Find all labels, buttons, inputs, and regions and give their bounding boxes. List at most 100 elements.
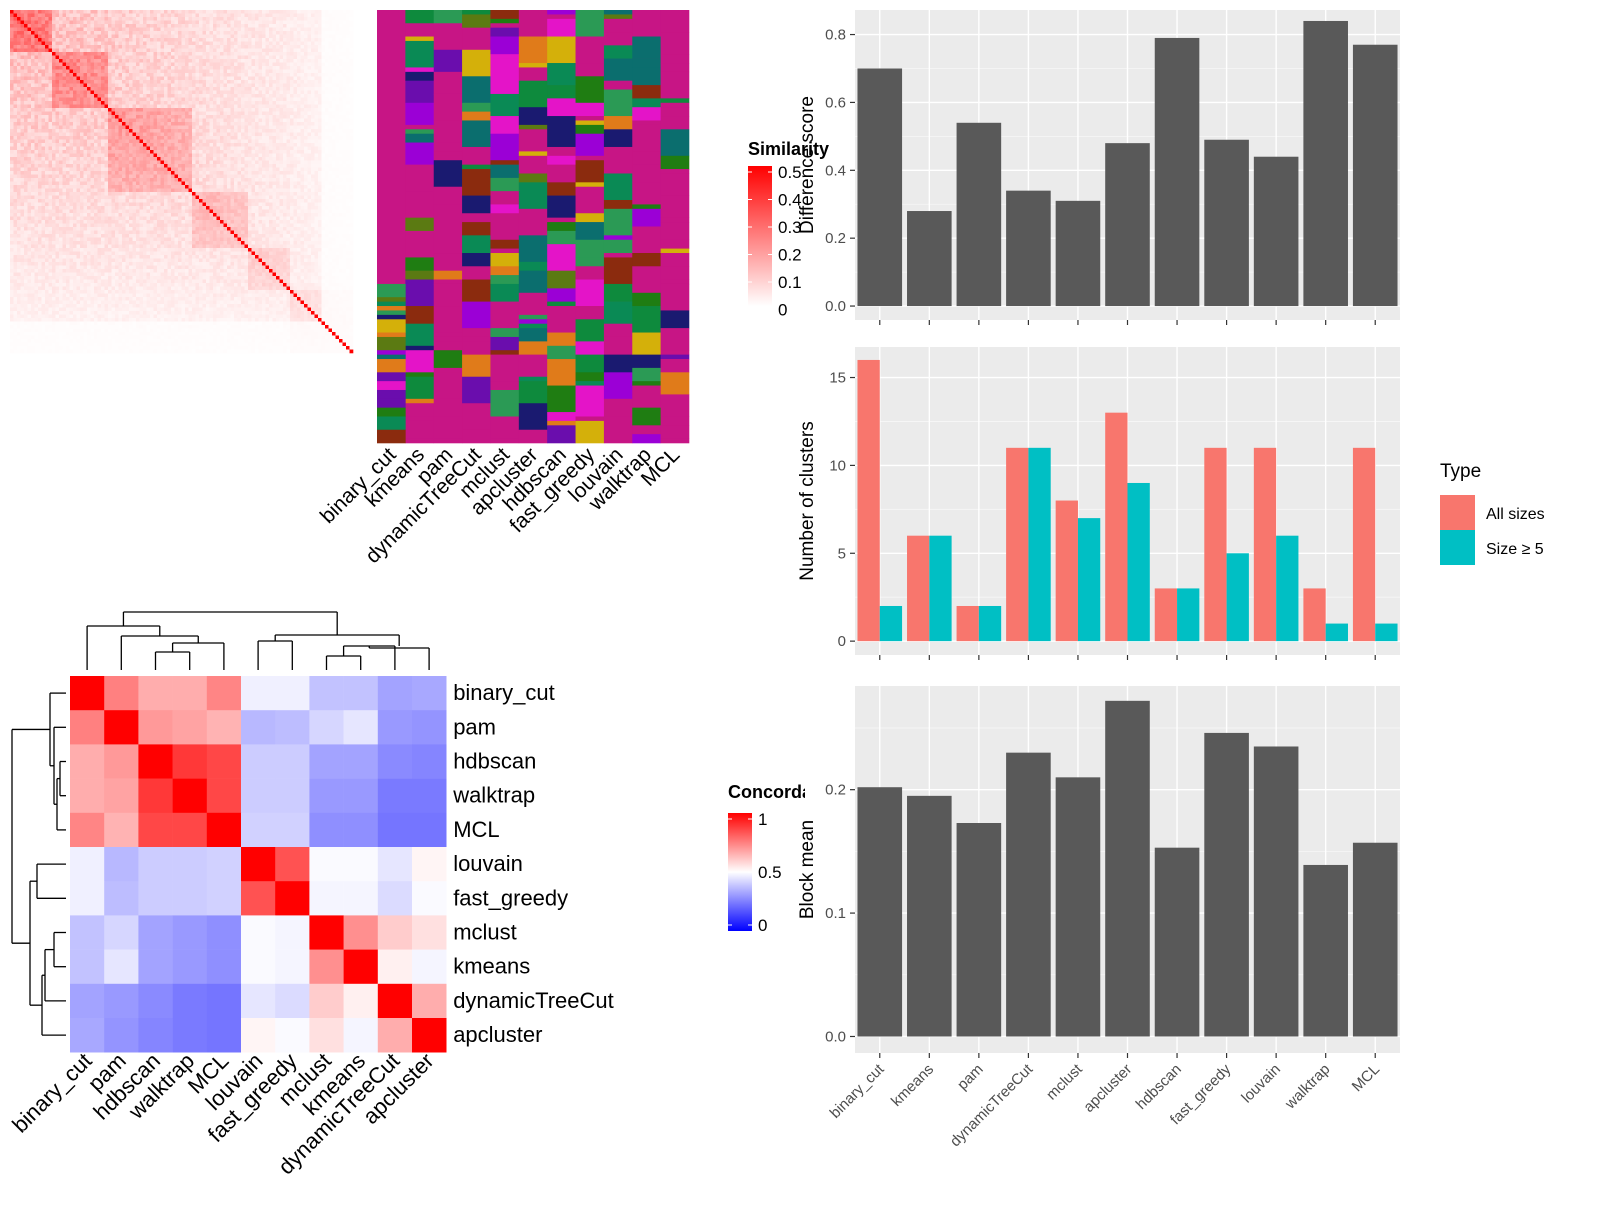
similarity-cell <box>52 27 56 32</box>
similarity-cell <box>188 178 193 182</box>
similarity-cell <box>297 48 301 53</box>
similarity-cell <box>290 83 294 88</box>
similarity-cell <box>342 48 347 53</box>
similarity-cell <box>230 115 235 119</box>
similarity-cell <box>146 80 151 84</box>
similarity-cell <box>195 66 200 70</box>
similarity-cell <box>185 125 189 130</box>
similarity-cell <box>234 178 238 182</box>
similarity-cell <box>157 101 161 105</box>
similarity-cell <box>38 167 42 172</box>
similarity-cell <box>321 45 326 49</box>
similarity-cell <box>76 108 81 112</box>
similarity-cell <box>227 27 231 32</box>
similarity-cell <box>27 13 32 18</box>
similarity-cell <box>276 90 280 95</box>
similarity-cell <box>20 136 25 140</box>
similarity-cell <box>157 34 161 39</box>
similarity-cell <box>76 20 81 25</box>
similarity-cell <box>318 66 322 70</box>
similarity-cell <box>349 125 354 130</box>
similarity-cell <box>139 146 144 151</box>
similarity-cell <box>174 83 179 88</box>
similarity-cell <box>41 118 46 123</box>
similarity-cell <box>206 157 210 161</box>
similarity-cell <box>339 34 343 39</box>
similarity-cell <box>122 108 126 112</box>
similarity-cell <box>297 69 301 74</box>
similarity-cell <box>62 160 67 165</box>
similarity-cell <box>332 104 336 109</box>
similarity-cell <box>125 97 130 102</box>
similarity-cell <box>241 24 245 28</box>
similarity-cell <box>234 62 238 67</box>
similarity-cell <box>59 129 63 133</box>
similarity-cell <box>195 164 200 168</box>
similarity-cell <box>139 41 144 46</box>
similarity-cell <box>290 55 294 60</box>
similarity-cell <box>279 17 284 21</box>
similarity-cell <box>157 153 161 158</box>
similarity-cell <box>181 31 186 35</box>
similarity-cell <box>48 178 53 182</box>
similarity-cell <box>188 10 193 14</box>
similarity-cell <box>328 157 333 161</box>
similarity-cell <box>48 111 53 116</box>
similarity-cell <box>230 38 235 42</box>
similarity-cell <box>139 24 144 28</box>
similarity-cell <box>300 136 305 140</box>
similarity-cell <box>174 45 179 49</box>
similarity-cell <box>157 125 161 130</box>
similarity-cell <box>13 118 18 123</box>
similarity-cell <box>276 115 280 119</box>
similarity-cell <box>258 27 263 32</box>
similarity-cell <box>349 38 354 42</box>
similarity-cell <box>335 69 340 74</box>
similarity-cell <box>251 27 256 32</box>
similarity-cell <box>321 132 326 137</box>
similarity-cell <box>31 181 35 186</box>
similarity-cell <box>241 108 245 112</box>
similarity-cell <box>129 27 133 32</box>
similarity-cell <box>181 146 186 151</box>
similarity-cell <box>244 171 249 175</box>
similarity-cell <box>325 41 329 46</box>
similarity-cell <box>136 41 140 46</box>
similarity-cell <box>304 160 308 165</box>
similarity-cell <box>167 139 172 144</box>
similarity-cell <box>230 150 235 154</box>
similarity-cell <box>125 87 130 91</box>
similarity-cell <box>293 129 298 133</box>
similarity-cell <box>167 185 172 189</box>
similarity-cell <box>97 59 102 63</box>
similarity-cell <box>335 97 340 102</box>
similarity-cell <box>300 62 305 67</box>
similarity-cell <box>318 132 322 137</box>
similarity-cell <box>118 178 123 182</box>
similarity-cell <box>342 97 347 102</box>
similarity-cell <box>139 122 144 126</box>
similarity-cell <box>307 69 312 74</box>
similarity-cell <box>87 129 91 133</box>
similarity-cell <box>73 34 77 39</box>
similarity-cell <box>38 125 42 130</box>
similarity-cell <box>69 157 74 161</box>
similarity-cell <box>230 129 235 133</box>
similarity-cell <box>153 122 158 126</box>
similarity-cell <box>34 62 39 67</box>
similarity-cell <box>325 118 329 123</box>
similarity-cell <box>150 178 154 182</box>
similarity-cell <box>118 153 123 158</box>
similarity-cell <box>181 97 186 102</box>
similarity-cell <box>108 80 112 84</box>
similarity-cell <box>111 178 116 182</box>
similarity-cell <box>143 153 147 158</box>
similarity-cell <box>48 80 53 84</box>
similarity-cell <box>304 94 308 98</box>
similarity-cell <box>66 45 70 49</box>
similarity-cell <box>248 62 252 67</box>
similarity-cell <box>178 122 182 126</box>
similarity-cell <box>118 125 123 130</box>
similarity-cell <box>76 143 81 147</box>
